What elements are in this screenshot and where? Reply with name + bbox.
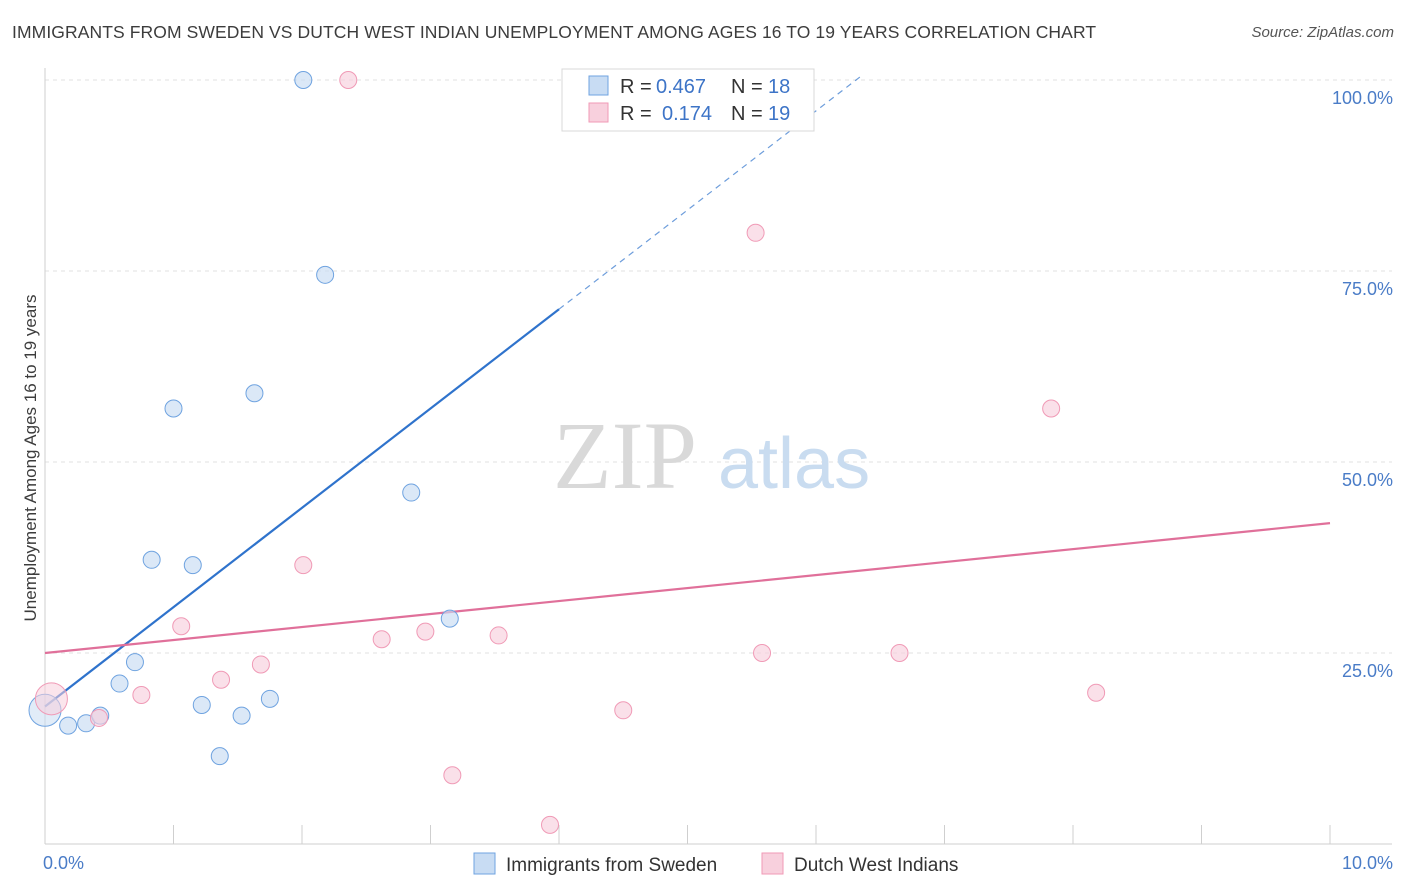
y-axis-label: Unemployment Among Ages 16 to 19 years [21,295,40,622]
point-sweden-4 [110,674,129,693]
trend-lines [44,75,1331,708]
legend-bottom-label-sweden: Immigrants from Sweden [506,855,717,876]
y-tick-label-100: 100.0% [1332,88,1393,108]
y-tick-label-50: 50.0% [1342,470,1393,490]
point-dutch-10 [443,766,462,785]
legend-r-label-1: R = [620,76,652,98]
legend-bottom-swatch-dutch [761,852,784,875]
legend-series: Immigrants from Sweden Dutch West Indian… [473,852,958,876]
legend-n-label-2: N = [731,103,763,125]
point-dutch-5 [251,655,270,674]
point-sweden-1 [59,716,78,735]
point-dutch-4 [212,670,231,689]
legend-bottom-swatch-sweden [473,852,496,875]
point-dutch-8 [372,630,391,649]
x-tick-label-max: 10.0% [1342,853,1393,873]
watermark-zip: ZIP [553,402,697,509]
legend-swatch-sweden [588,75,609,96]
point-dutch-17 [1042,399,1061,418]
legend-n-label-1: N = [731,76,763,98]
point-dutch-7 [339,71,358,89]
legend-n-value-2: 19 [768,103,790,125]
point-dutch-1 [89,708,108,727]
point-dutch-18 [1087,683,1106,702]
point-sweden-13 [260,689,279,708]
point-dutch-2 [132,686,151,705]
point-dutch-6 [294,556,313,575]
trend-line-sweden [44,308,560,708]
point-sweden-7 [164,399,183,418]
point-sweden-12 [245,384,264,403]
gridlines [45,79,1392,654]
y-tick-labels: 25.0% 50.0% 75.0% 100.0% [1332,88,1393,681]
legend-r-label-2: R = [620,103,652,125]
point-sweden-6 [142,550,161,569]
point-sweden-9 [192,695,211,714]
y-tick-label-75: 75.0% [1342,279,1393,299]
legend-bottom-label-dutch: Dutch West Indians [794,855,958,876]
point-sweden-8 [183,556,202,575]
watermark: ZIP atlas [553,402,870,509]
point-dutch-12 [541,815,560,834]
point-dutch-3 [172,617,191,636]
point-dutch-13 [614,701,633,720]
point-dutch-9 [416,622,435,641]
chart-source: Source: ZipAtlas.com [1251,24,1394,41]
point-dutch-11 [489,626,508,645]
point-sweden-11 [232,706,251,725]
chart-title: IMMIGRANTS FROM SWEDEN VS DUTCH WEST IND… [12,22,1097,42]
point-sweden-10 [210,747,229,766]
legend-n-value-1: 18 [768,76,790,98]
legend-r-value-1: 0.467 [656,76,706,98]
point-sweden-5 [125,653,144,672]
point-sweden-17 [440,609,459,628]
point-dutch-15 [753,644,772,662]
x-tick-label-min: 0.0% [43,853,84,873]
point-dutch-14 [746,223,765,242]
trend-line-dutch [44,522,1331,655]
data-points [28,71,1106,834]
point-sweden-16 [402,483,421,502]
point-sweden-15 [316,265,335,284]
axes [44,68,1392,845]
watermark-atlas: atlas [718,424,870,504]
y-tick-label-25: 25.0% [1342,661,1393,681]
trend-line-sweden-extension [558,75,862,310]
legend-swatch-dutch [588,102,609,123]
legend-r-value-2: 0.174 [662,103,712,125]
point-dutch-0 [34,682,68,716]
legend-stats: R = 0.467 N = 18 R = 0.174 N = 19 [561,68,815,132]
point-sweden-14 [294,71,313,89]
point-dutch-16 [890,644,909,662]
x-tick-labels: 0.0% 10.0% [43,853,1393,873]
